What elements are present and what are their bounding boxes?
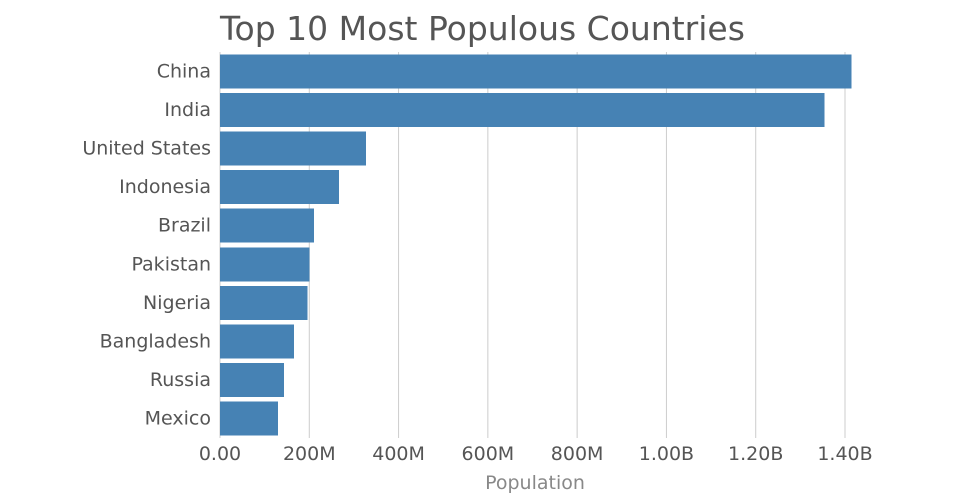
category-label: Russia: [150, 369, 211, 391]
bar-china: [220, 54, 852, 89]
chart-title: Top 10 Most Populous Countries: [219, 9, 745, 48]
bars: [220, 54, 852, 436]
bar-mexico: [220, 401, 279, 436]
x-tick-label: 600M: [462, 443, 515, 465]
x-tick-labels: 0.00 200M 400M 600M 800M 1.00B 1.20B 1.40B: [199, 443, 873, 465]
category-label: India: [164, 99, 211, 121]
x-tick-label: 200M: [283, 443, 336, 465]
bar-pakistan: [220, 247, 310, 282]
category-label: United States: [82, 138, 211, 160]
bar-indonesia: [220, 170, 340, 205]
bar-bangladesh: [220, 324, 295, 359]
x-tick-label: 800M: [551, 443, 604, 465]
bar-united-states: [220, 131, 366, 166]
bar-india: [220, 92, 825, 127]
category-label: Pakistan: [131, 253, 211, 275]
category-label: Indonesia: [119, 176, 211, 198]
category-label: Mexico: [145, 408, 211, 430]
x-tick-label: 400M: [372, 443, 425, 465]
category-label: Nigeria: [143, 292, 211, 314]
category-label: China: [157, 60, 211, 82]
bar-russia: [220, 363, 284, 398]
category-label: Bangladesh: [100, 331, 211, 353]
bar-nigeria: [220, 285, 308, 320]
x-tick-label: 1.00B: [639, 443, 694, 465]
x-tick-label: 0.00: [199, 443, 241, 465]
x-axis-label: Population: [485, 472, 585, 494]
x-tick-label: 1.40B: [817, 443, 872, 465]
category-label: Brazil: [158, 215, 211, 237]
x-tick-label: 1.20B: [728, 443, 783, 465]
bar-brazil: [220, 208, 315, 243]
category-labels: China India United States Indonesia Brazil Pa…: [82, 60, 211, 429]
